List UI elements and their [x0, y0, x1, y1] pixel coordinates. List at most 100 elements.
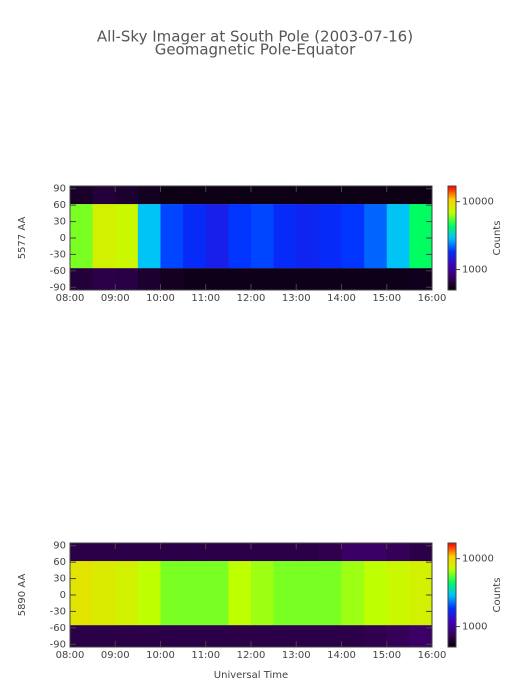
colorbar-strip	[448, 569, 456, 572]
x-tick-label: 12:00	[237, 293, 266, 304]
heat-cell	[341, 561, 365, 626]
colorbar-strip	[448, 248, 456, 251]
colorbar-strip	[448, 192, 456, 195]
colorbar-strip	[448, 555, 456, 558]
y-axis-label: 5890 AA	[17, 574, 28, 617]
x-axis-label: Universal Time	[214, 670, 288, 680]
colorbar-strip	[448, 288, 456, 291]
colorbar-strip	[448, 613, 456, 616]
heat-cell	[228, 186, 252, 205]
colorbar-strip	[448, 214, 456, 217]
heat-cell	[296, 543, 320, 562]
colorbar-strip	[448, 557, 456, 560]
colorbar-strip	[448, 611, 456, 614]
y-axis-label: 5577 AA	[17, 217, 28, 260]
colorbar-strip	[448, 218, 456, 221]
heat-cell	[70, 186, 94, 205]
y-tick-label: 60	[53, 557, 66, 568]
colorbar-strip	[448, 202, 456, 205]
colorbar-strip	[448, 561, 456, 564]
y-tick-label: 90	[53, 184, 66, 195]
heat-cell	[115, 625, 139, 647]
colorbar-strip	[448, 593, 456, 596]
heat-cell	[115, 561, 139, 626]
colorbar-strip	[448, 605, 456, 608]
heat-cell	[296, 625, 320, 647]
colorbar-strip	[448, 206, 456, 209]
colorbar-strip	[448, 633, 456, 636]
y-tick-label: -30	[50, 606, 66, 617]
colorbar-strip	[448, 573, 456, 576]
heat-cell	[409, 268, 433, 290]
colorbar-strip	[448, 250, 456, 253]
colorbar-strip	[448, 256, 456, 259]
colorbar-strip	[448, 190, 456, 193]
heat-cell	[341, 543, 365, 562]
heat-cell	[364, 561, 388, 626]
colorbar-strip	[448, 198, 456, 201]
heat-cell	[137, 625, 161, 647]
colorbar-strip	[448, 274, 456, 277]
colorbar-strip	[448, 240, 456, 243]
colorbar-strip	[448, 619, 456, 622]
y-tick-label: -30	[50, 249, 66, 260]
colorbar-strip	[448, 246, 456, 249]
colorbar-strip	[448, 264, 456, 267]
chart-subtitle: Geomagnetic Pole-Equator	[155, 41, 356, 59]
x-tick-label: 16:00	[418, 650, 447, 661]
colorbar-strip	[448, 609, 456, 612]
colorbar-strip	[448, 260, 456, 263]
heat-cell	[70, 268, 94, 290]
heat-cell	[318, 625, 342, 647]
colorbar-strip	[448, 268, 456, 271]
colorbar-strip	[448, 567, 456, 570]
colorbar-strip	[448, 234, 456, 237]
colorbar-strip	[448, 597, 456, 600]
heat-cell	[409, 561, 433, 626]
heat-cell	[251, 625, 275, 647]
heat-cell	[364, 268, 388, 290]
colorbar-strip	[448, 212, 456, 215]
chart-title: All-Sky Imager at South Pole (2003-07-16…	[97, 28, 413, 46]
heat-cell	[386, 204, 410, 269]
colorbar-strip	[448, 208, 456, 211]
heat-cell	[364, 186, 388, 205]
colorbar-strip	[448, 230, 456, 233]
colorbar-strip	[448, 222, 456, 225]
colorbar-strip	[448, 224, 456, 227]
x-tick-label: 09:00	[101, 293, 130, 304]
heat-cell	[137, 268, 161, 290]
y-tick-label: 90	[53, 541, 66, 552]
heat-cell	[183, 561, 207, 626]
heat-cell	[183, 204, 207, 269]
heat-cell	[386, 268, 410, 290]
y-tick-label: 30	[53, 574, 66, 585]
colorbar-strip	[448, 276, 456, 279]
heat-cell	[92, 204, 116, 269]
colorbar-strip	[448, 637, 456, 640]
heat-cell	[228, 204, 252, 269]
y-tick-label: 30	[53, 217, 66, 228]
colorbar-strip	[448, 553, 456, 556]
heat-cell	[160, 204, 184, 269]
colorbar-strip	[448, 220, 456, 223]
colorbar-strip	[448, 252, 456, 255]
heat-cell	[70, 204, 94, 269]
heat-cell	[92, 186, 116, 205]
heat-cell	[251, 543, 275, 562]
heat-cell	[341, 268, 365, 290]
heat-cell	[273, 268, 297, 290]
colorbar-tick-label: 10000	[462, 197, 494, 208]
heat-cell	[386, 625, 410, 647]
heat-cell	[251, 186, 275, 205]
heat-cell	[115, 186, 139, 205]
colorbar-strip	[448, 583, 456, 586]
heat-cell	[409, 543, 433, 562]
colorbar-label: Counts	[492, 221, 503, 256]
y-tick-label: -60	[50, 623, 66, 634]
heat-cell	[183, 543, 207, 562]
heat-cell	[228, 625, 252, 647]
colorbar-strip	[448, 587, 456, 590]
heat-cell	[70, 561, 94, 626]
